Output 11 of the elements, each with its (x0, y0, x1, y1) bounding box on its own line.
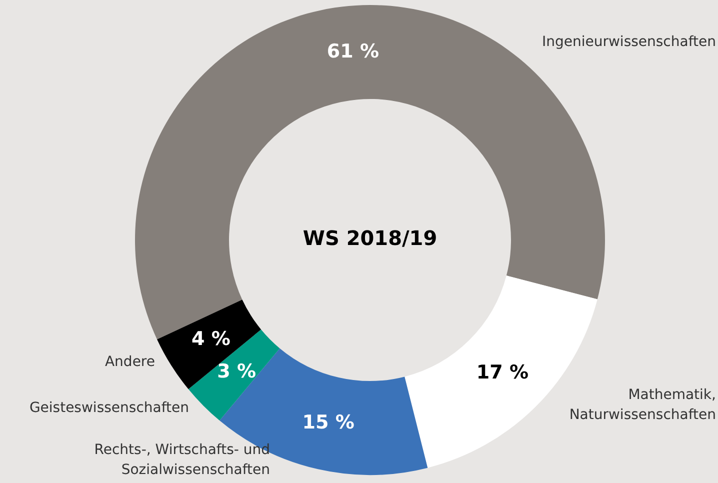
slice-label: Andere (104, 353, 155, 372)
data-label: 15 % (302, 411, 354, 434)
slice-label: Geisteswissenschaften (28, 399, 189, 418)
data-label: 4 % (191, 328, 230, 350)
slice-label: Ingenieurwissenschaften (540, 33, 716, 52)
slice-label: Mathematik, Naturwissenschaften (568, 386, 716, 425)
slice-label: Rechts-, Wirtschafts- und Sozialwissenschaften (93, 441, 270, 480)
data-label: 3 % (217, 360, 256, 382)
data-label: 17 % (476, 361, 529, 384)
text: WS 2018/19 (302, 226, 438, 250)
data-label: 61 % (326, 40, 380, 63)
